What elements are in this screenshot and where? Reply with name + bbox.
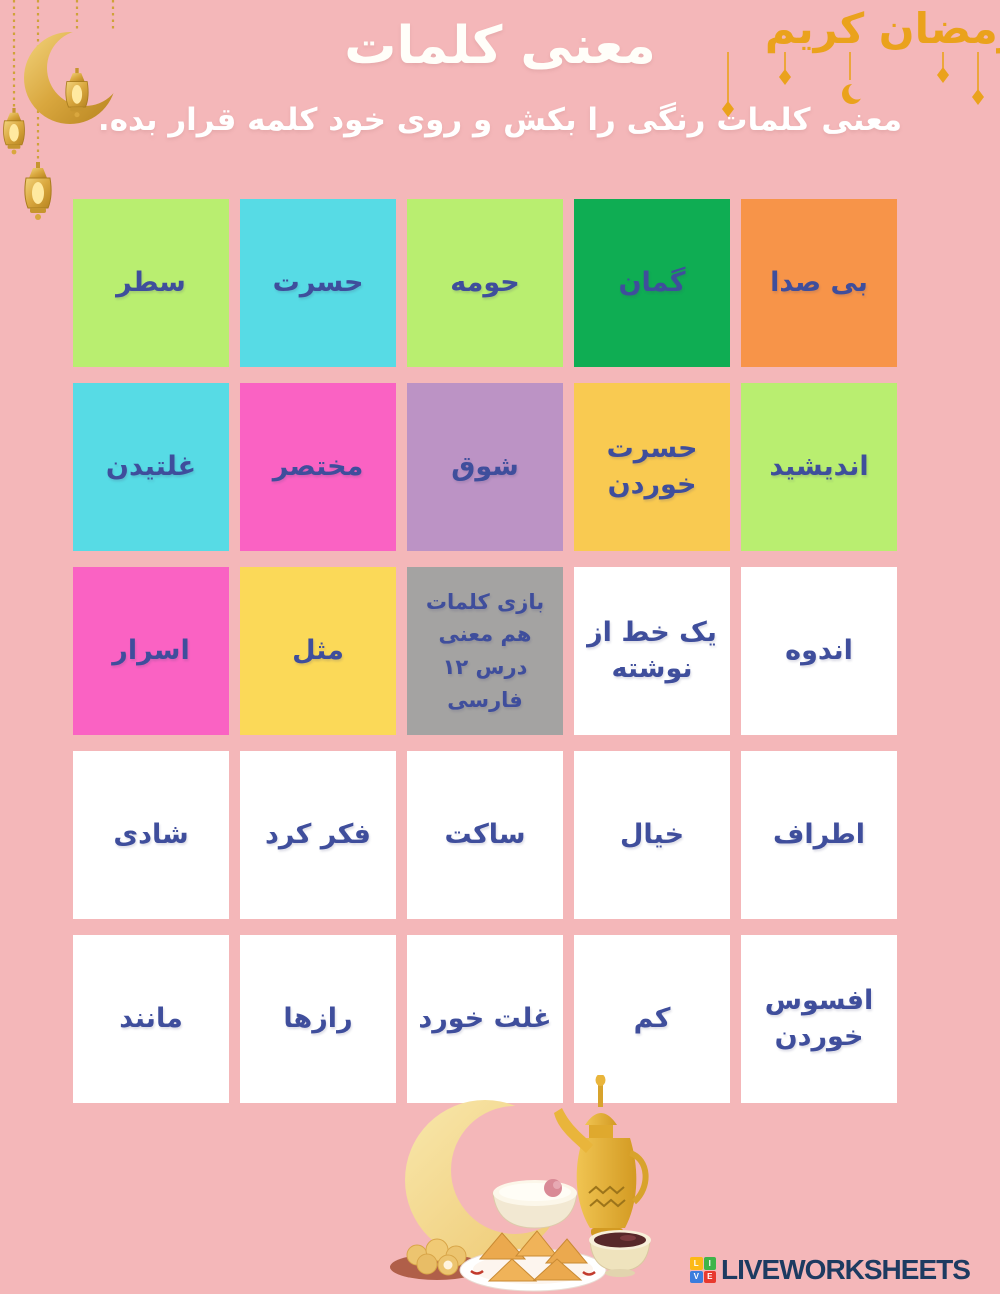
ramadan-food-icon [390, 1074, 651, 1292]
word-grid: سطر حسرت حومه گمان بی صدا غلتیدن مختصر ش… [73, 199, 897, 1103]
ramadan-kareem-text: رمضان كريم [764, 4, 1000, 53]
word-tile-ghaltidan[interactable]: غلتیدن [73, 383, 229, 551]
word-tile-kam[interactable]: کم [574, 935, 730, 1103]
brand-name: LIVEWORKSHEETS [721, 1254, 971, 1285]
worksheet-info-tile: بازی کلمات هم معنی درس ۱۲ فارسی [407, 567, 563, 735]
word-tile-mesl[interactable]: مثل [240, 567, 396, 735]
word-tile-hasrat-khordan[interactable]: حسرت خوردن [574, 383, 730, 551]
word-tile-atraf[interactable]: اطراف [741, 751, 897, 919]
word-tile-hasrat[interactable]: حسرت [240, 199, 396, 367]
page-instructions: معنی کلمات رنگی را بکش و روی خود کلمه قر… [97, 102, 903, 138]
ramadan-food-illustration [385, 1074, 705, 1294]
logo-letter-i: I [703, 1257, 716, 1270]
liveworksheets-logo-icon: L I V E [690, 1257, 716, 1283]
page-title: معنی کلمات [344, 16, 656, 76]
word-tile-ghalt-khord[interactable]: غلت خورد [407, 935, 563, 1103]
ramadan-kareem-decoration: رمضان كريم [690, 0, 1000, 140]
word-tile-saket[interactable]: ساکت [407, 751, 563, 919]
word-tile-shadi[interactable]: شادی [73, 751, 229, 919]
word-tile-goman[interactable]: گمان [574, 199, 730, 367]
logo-letter-l: L [690, 1257, 703, 1270]
word-tile-fekr-kard[interactable]: فکر کرد [240, 751, 396, 919]
crescent-lanterns-icon [3, 0, 123, 221]
logo-letter-v: V [690, 1270, 703, 1283]
word-tile-razha[interactable]: رازها [240, 935, 396, 1103]
word-tile-khial[interactable]: خیال [574, 751, 730, 919]
word-tile-afsoos-khordan[interactable]: افسوس خوردن [741, 935, 897, 1103]
word-tile-andooh[interactable]: اندوه [741, 567, 897, 735]
word-tile-hoomeh[interactable]: حومه [407, 199, 563, 367]
logo-letter-e: E [703, 1270, 716, 1283]
word-tile-shogh[interactable]: شوق [407, 383, 563, 551]
crescent-lanterns-decoration [0, 0, 155, 235]
word-tile-satr[interactable]: سطر [73, 199, 229, 367]
word-tile-mokhtasar[interactable]: مختصر [240, 383, 396, 551]
liveworksheets-brand: L I V E LIVEWORKSHEETS [690, 1254, 971, 1286]
word-tile-manand[interactable]: مانند [73, 935, 229, 1103]
hanging-ornaments-icon [722, 52, 984, 117]
word-tile-andishid[interactable]: اندیشید [741, 383, 897, 551]
word-tile-biseda[interactable]: بی صدا [741, 199, 897, 367]
word-tile-yek-khat[interactable]: یک خط از نوشته [574, 567, 730, 735]
word-tile-asrar[interactable]: اسرار [73, 567, 229, 735]
